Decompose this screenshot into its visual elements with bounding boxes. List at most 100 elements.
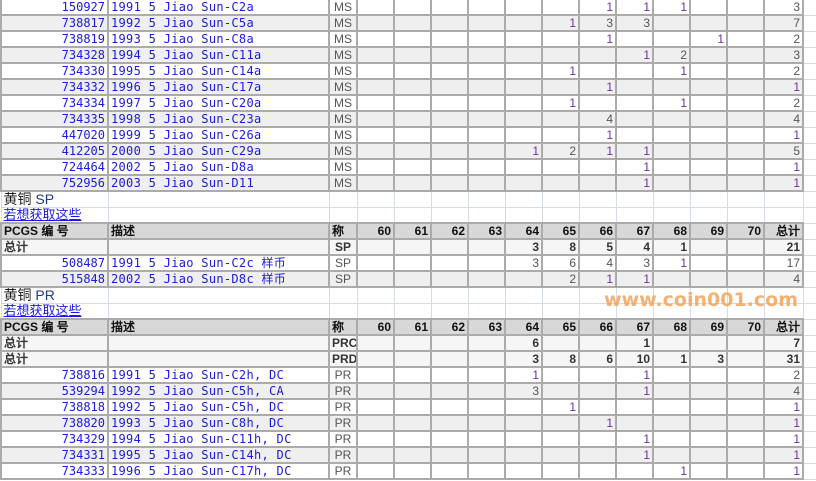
grade-count-61 [393,158,432,176]
grade-count-70 [726,30,765,48]
empty-cell [107,190,330,208]
pcgs-number-link[interactable]: 734329 [0,430,109,448]
coin-description-link[interactable]: 2002 5 Jiao Sun-D8a [107,158,330,176]
get-these-link[interactable]: 若想获取这些 [3,303,82,318]
grade-count-64: 3 [504,254,543,272]
grade-count-67: 1 [615,366,654,384]
pcgs-number-link[interactable]: 734335 [0,110,109,128]
column-header-63: 63 [467,318,506,336]
get-these-link[interactable]: 若想获取这些 [3,207,82,222]
grade-count-64 [504,62,543,80]
coin-description-link[interactable]: 2002 5 Jiao Sun-D8c 样币 [107,270,330,288]
coin-description-link[interactable]: 1993 5 Jiao Sun-C8h, DC [107,414,330,432]
table-row: 447020 1999 5 Jiao Sun-C26a MS 1 1 [0,126,816,144]
coin-description-link[interactable]: 1991 5 Jiao Sun-C2a [107,0,330,16]
grade-count-61 [393,350,432,368]
pcgs-number-link[interactable]: 412205 [0,142,109,160]
coin-description-link[interactable]: 1995 5 Jiao Sun-C14h, DC [107,446,330,464]
pcgs-number-link[interactable]: 150927 [0,0,109,16]
table-row: 150927 1991 5 Jiao Sun-C2a MS 1 1 1 3 [0,0,816,16]
coin-description-link[interactable]: 2000 5 Jiao Sun-C29a [107,142,330,160]
pcgs-number-link[interactable]: 752956 [0,174,109,192]
pcgs-number-link[interactable]: 738816 [0,366,109,384]
pcgs-number-link[interactable]: 738817 [0,14,109,32]
grade-count-69 [689,366,728,384]
pcgs-number-link[interactable]: 734331 [0,446,109,464]
coin-description-link[interactable]: 1992 5 Jiao Sun-C5a [107,14,330,32]
grade-count-62 [430,174,469,192]
grade-count-67: 10 [615,350,654,368]
empty-cell [802,446,816,464]
empty-cell [328,190,358,208]
empty-cell [802,62,816,80]
grade-count-67: 1 [615,0,654,16]
grade-count-67 [615,398,654,416]
grade-count-60 [356,350,395,368]
table-row: 734333 1996 5 Jiao Sun-C17h, DC PR 1 1 [0,462,816,480]
grade-count-66 [578,174,617,192]
grade-count-61 [393,46,432,64]
pcgs-number-link[interactable]: 738818 [0,398,109,416]
pcgs-number-link[interactable]: 734334 [0,94,109,112]
grade-designation: MS [328,126,358,144]
empty-cell [107,238,330,256]
grade-count-68 [652,366,691,384]
grade-count-60 [356,78,395,96]
grade-count-61 [393,238,432,256]
grade-designation: PR [328,462,358,480]
grade-count-66 [578,46,617,64]
grade-count-66 [578,430,617,448]
grade-count-67: 1 [615,142,654,160]
coin-description-link[interactable]: 1992 5 Jiao Sun-C5h, CA [107,382,330,400]
empty-cell [504,207,543,224]
empty-cell [393,286,432,304]
pcgs-number-link[interactable]: 447020 [0,126,109,144]
grade-count-61 [393,14,432,32]
coin-description-link[interactable]: 1994 5 Jiao Sun-C11a [107,46,330,64]
grade-designation: PR [328,430,358,448]
column-header-66: 66 [578,222,617,240]
grade-count-60 [356,126,395,144]
grade-count-69 [689,254,728,272]
coin-description-link[interactable]: 1991 5 Jiao Sun-C2h, DC [107,366,330,384]
pcgs-number-link[interactable]: 539294 [0,382,109,400]
coin-description-link[interactable]: 1993 5 Jiao Sun-C8a [107,30,330,48]
coin-description-link[interactable]: 1997 5 Jiao Sun-C20a [107,94,330,112]
grade-count-61 [393,174,432,192]
pcgs-number-link[interactable]: 734328 [0,46,109,64]
pcgs-number-link[interactable]: 508487 [0,254,109,272]
coin-description-link[interactable]: 1999 5 Jiao Sun-C26a [107,126,330,144]
row-total: 1 [763,462,804,480]
coin-description-link[interactable]: 1995 5 Jiao Sun-C14a [107,62,330,80]
grade-count-69 [689,0,728,16]
grade-count-63 [467,14,506,32]
grade-count-62 [430,78,469,96]
grade-count-60 [356,334,395,352]
empty-cell [615,190,654,208]
grade-count-60 [356,414,395,432]
coin-description-link[interactable]: 1992 5 Jiao Sun-C5h, DC [107,398,330,416]
coin-description-link[interactable]: 1998 5 Jiao Sun-C23a [107,110,330,128]
grade-count-62 [430,142,469,160]
grade-count-61 [393,334,432,352]
grade-designation: PR [328,446,358,464]
row-total: 1 [763,446,804,464]
grade-count-70 [726,62,765,80]
pcgs-number-link[interactable]: 734332 [0,78,109,96]
coin-description-link[interactable]: 1994 5 Jiao Sun-C11h, DC [107,430,330,448]
pcgs-number-link[interactable]: 738819 [0,30,109,48]
coin-description-link[interactable]: 2003 5 Jiao Sun-D11 [107,174,330,192]
empty-cell [802,190,816,208]
pcgs-number-link[interactable]: 734330 [0,62,109,80]
pcgs-number-link[interactable]: 724464 [0,158,109,176]
pcgs-number-link[interactable]: 515848 [0,270,109,288]
coin-description-link[interactable]: 1996 5 Jiao Sun-C17h, DC [107,462,330,480]
grade-designation: PRC [328,334,358,352]
column-header-69: 69 [689,222,728,240]
coin-description-link[interactable]: 1996 5 Jiao Sun-C17a [107,78,330,96]
pcgs-number-link[interactable]: 734333 [0,462,109,480]
grade-count-62 [430,414,469,432]
coin-description-link[interactable]: 1991 5 Jiao Sun-C2c 样币 [107,254,330,272]
pcgs-number-link[interactable]: 738820 [0,414,109,432]
grade-type-label: PR [35,287,55,303]
